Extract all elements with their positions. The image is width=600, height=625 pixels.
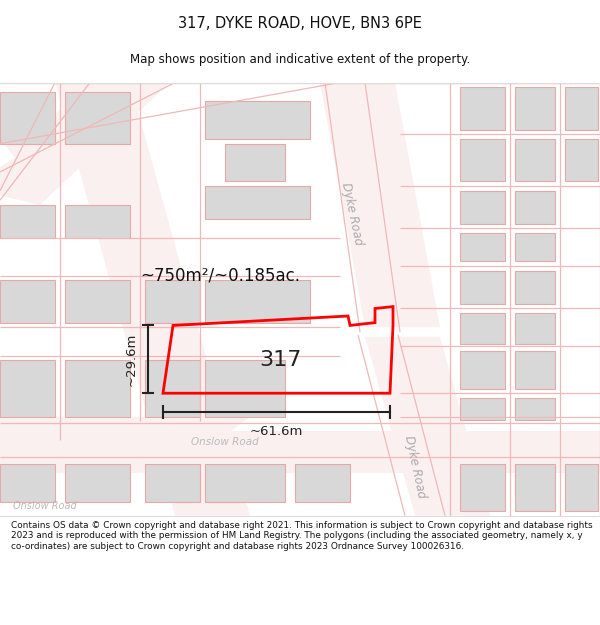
Text: ~29.6m: ~29.6m <box>125 332 138 386</box>
Polygon shape <box>205 464 285 501</box>
Polygon shape <box>515 464 555 511</box>
Text: Onslow Road: Onslow Road <box>13 501 77 511</box>
Polygon shape <box>515 271 555 304</box>
Polygon shape <box>365 337 490 516</box>
Polygon shape <box>65 205 130 238</box>
Polygon shape <box>460 139 505 181</box>
Polygon shape <box>460 271 505 304</box>
Polygon shape <box>460 351 505 389</box>
Polygon shape <box>145 464 200 501</box>
Polygon shape <box>460 398 505 419</box>
Polygon shape <box>340 82 395 129</box>
Polygon shape <box>205 360 285 417</box>
Text: Map shows position and indicative extent of the property.: Map shows position and indicative extent… <box>130 53 470 66</box>
Polygon shape <box>65 464 130 501</box>
Polygon shape <box>295 464 350 501</box>
Polygon shape <box>565 139 598 181</box>
Polygon shape <box>565 88 598 129</box>
Polygon shape <box>515 351 555 389</box>
Polygon shape <box>65 360 130 417</box>
Polygon shape <box>515 398 555 419</box>
Polygon shape <box>460 464 505 511</box>
Text: Onslow Road: Onslow Road <box>191 437 259 447</box>
Polygon shape <box>0 417 250 454</box>
Polygon shape <box>460 88 505 129</box>
Polygon shape <box>0 464 55 501</box>
Polygon shape <box>0 431 600 473</box>
Text: Dyke Road: Dyke Road <box>339 182 365 247</box>
Polygon shape <box>225 144 285 181</box>
Polygon shape <box>0 205 55 238</box>
Polygon shape <box>460 313 505 344</box>
Text: Dyke Road: Dyke Road <box>402 434 428 499</box>
Text: 317: 317 <box>259 350 301 370</box>
Polygon shape <box>460 191 505 224</box>
Polygon shape <box>515 191 555 224</box>
Polygon shape <box>145 360 200 417</box>
Polygon shape <box>515 88 555 129</box>
Polygon shape <box>65 92 130 144</box>
Polygon shape <box>55 82 250 516</box>
Polygon shape <box>515 233 555 261</box>
Polygon shape <box>320 82 440 328</box>
Text: Contains OS data © Crown copyright and database right 2021. This information is : Contains OS data © Crown copyright and d… <box>11 521 592 551</box>
Polygon shape <box>205 101 310 139</box>
Polygon shape <box>0 92 55 144</box>
Polygon shape <box>515 313 555 344</box>
Polygon shape <box>205 280 310 322</box>
Polygon shape <box>0 82 170 205</box>
Polygon shape <box>0 82 170 177</box>
Polygon shape <box>515 139 555 181</box>
Text: ~61.6m: ~61.6m <box>250 425 303 438</box>
Polygon shape <box>65 280 130 322</box>
Polygon shape <box>460 233 505 261</box>
Polygon shape <box>0 360 55 417</box>
Text: ~750m²/~0.185ac.: ~750m²/~0.185ac. <box>140 266 300 284</box>
Polygon shape <box>0 280 55 322</box>
Polygon shape <box>565 464 598 511</box>
Polygon shape <box>145 280 200 322</box>
Polygon shape <box>205 186 310 219</box>
Text: 317, DYKE ROAD, HOVE, BN3 6PE: 317, DYKE ROAD, HOVE, BN3 6PE <box>178 16 422 31</box>
